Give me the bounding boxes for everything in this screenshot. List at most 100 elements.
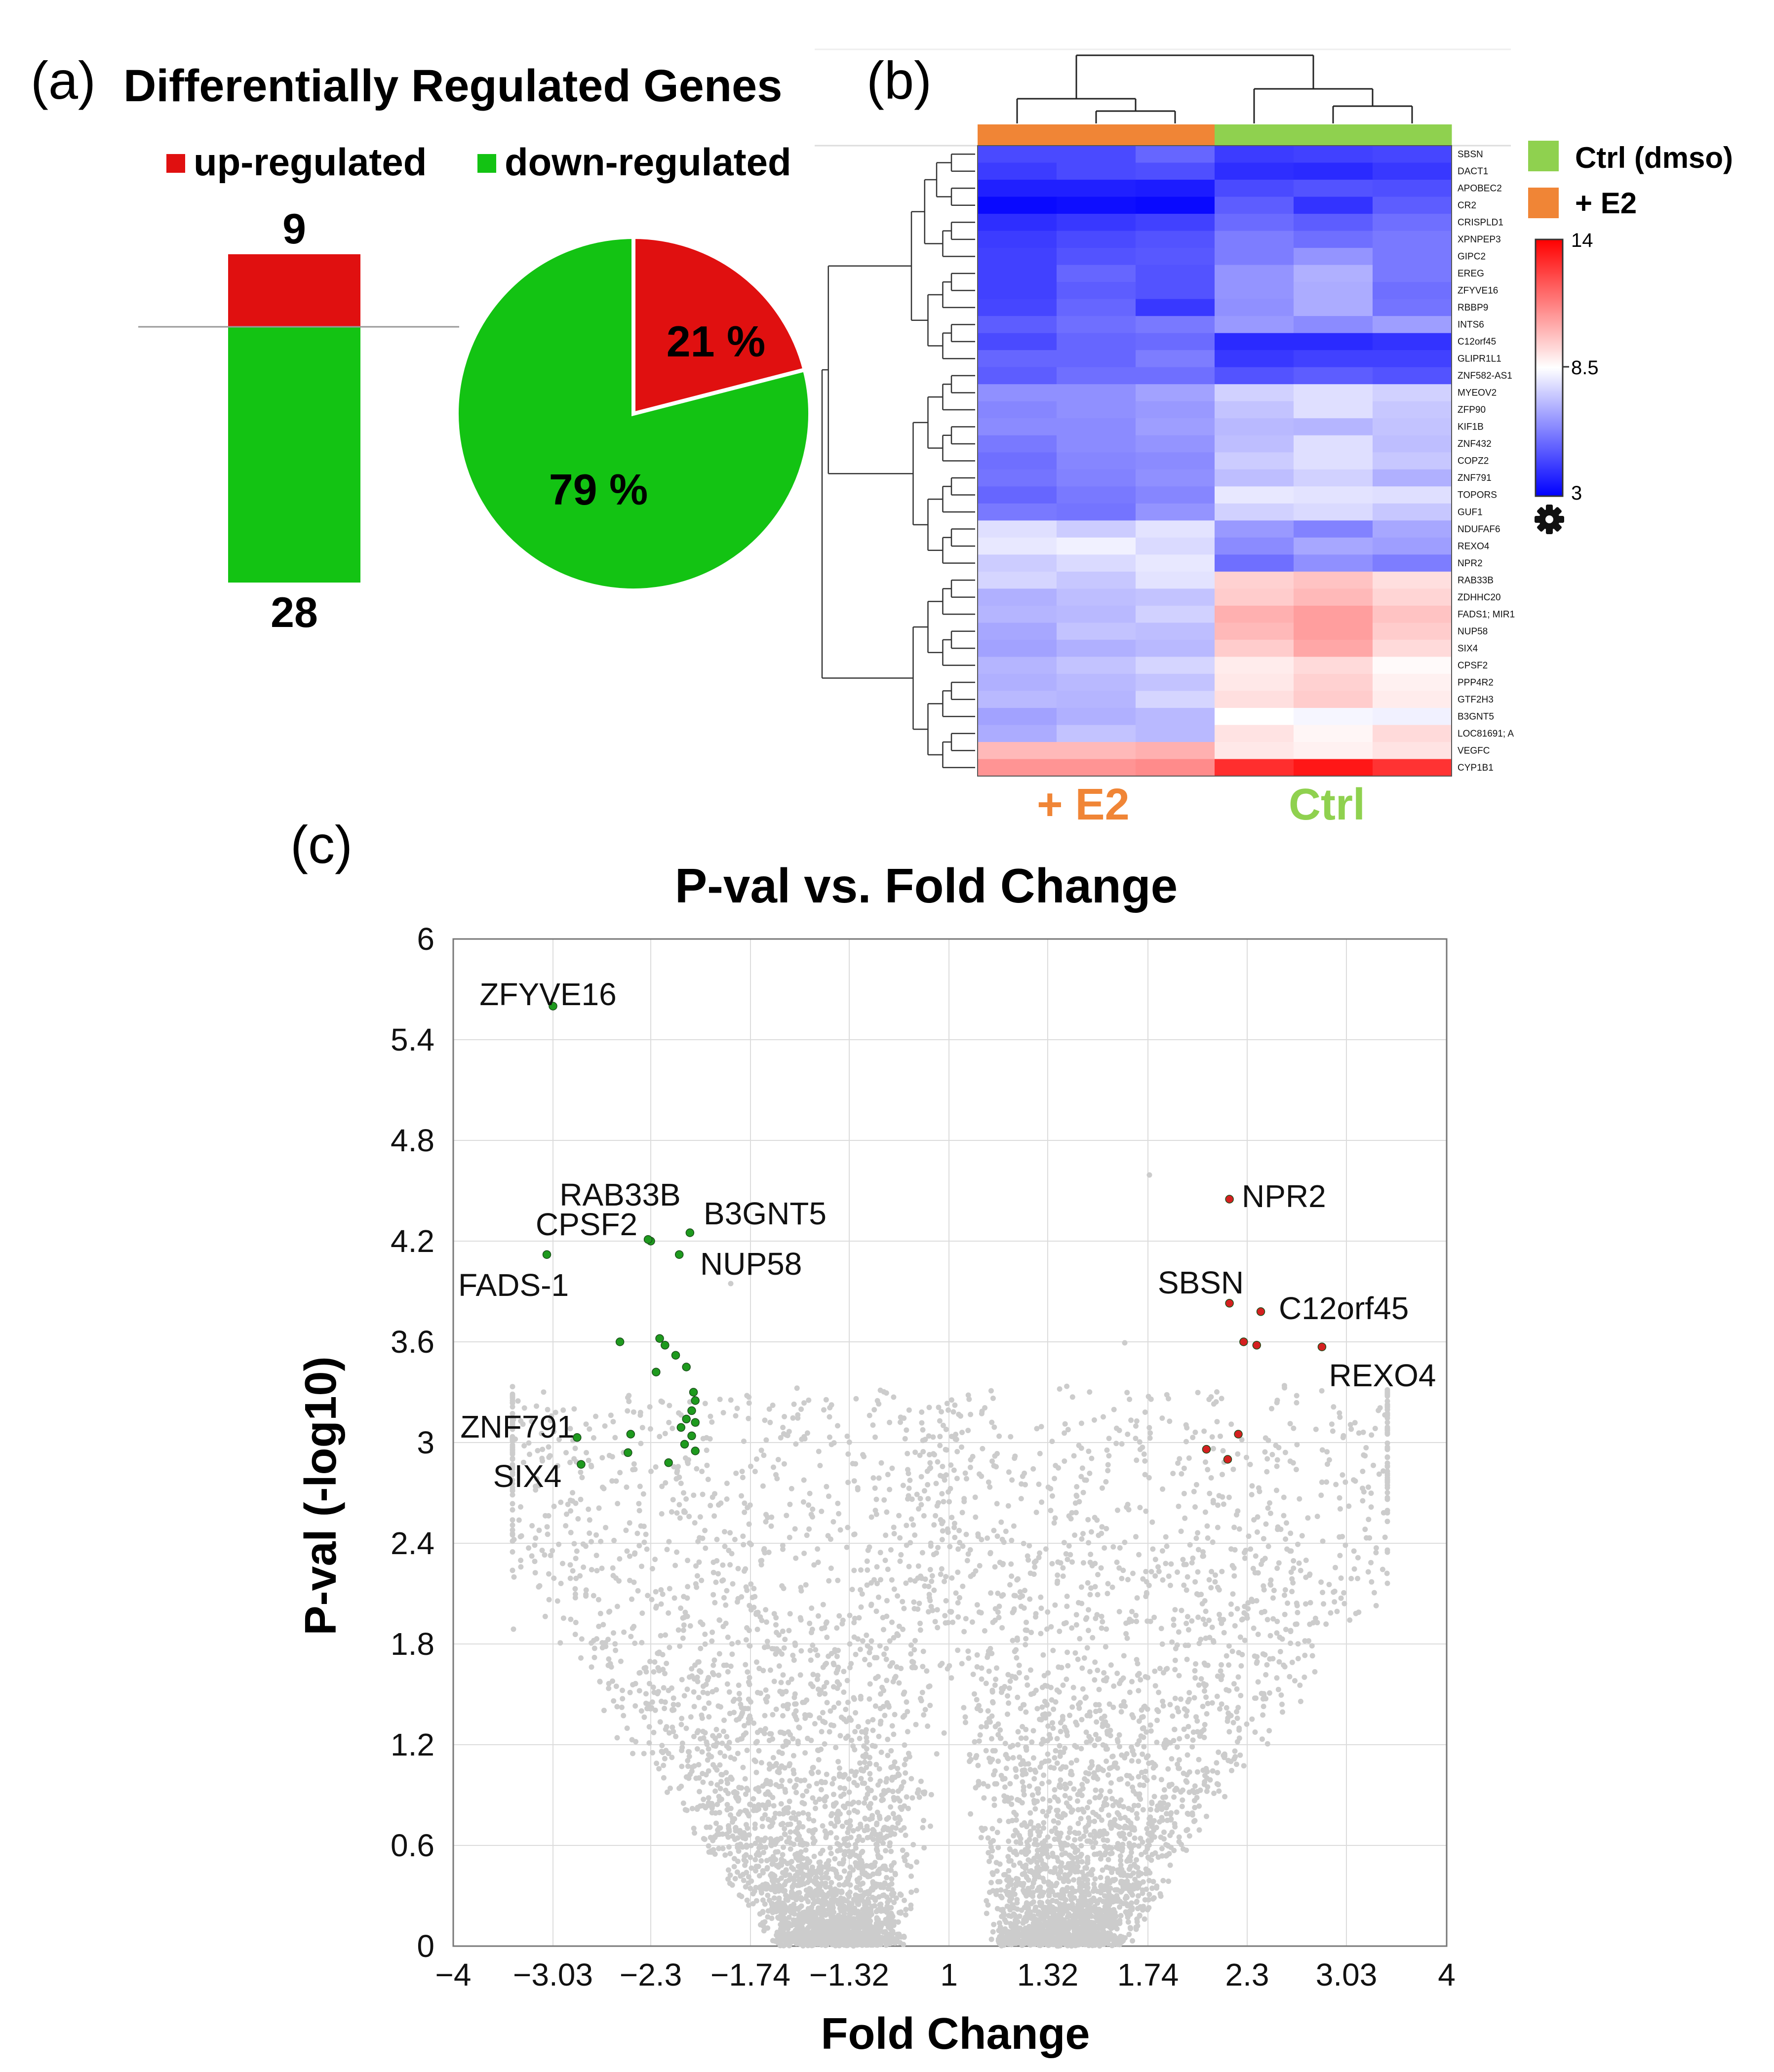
heatmap-cell (1215, 486, 1294, 504)
heatmap-cell (1294, 742, 1373, 759)
scatter-point-bg (1104, 1728, 1110, 1734)
scatter-point-bg (1189, 1560, 1195, 1565)
scatter-point-bg (887, 1832, 893, 1838)
scatter-point-bg (1008, 1434, 1014, 1440)
scatter-point-bg (786, 1628, 792, 1634)
scatter-point-bg (518, 1504, 523, 1510)
scatter-point-bg (1205, 1784, 1211, 1790)
scatter-point-bg (657, 1719, 663, 1725)
heatmap-cell (1057, 316, 1136, 334)
heatmap-cell (1057, 691, 1136, 708)
scatter-point-bg (1136, 1843, 1142, 1849)
scatter-point-bg (851, 1567, 857, 1573)
scatter-point-bg (975, 1533, 981, 1539)
scatter-point-bg (1067, 1780, 1073, 1786)
scatter-point-bg (1219, 1396, 1224, 1402)
scatter-point-bg (1039, 1781, 1045, 1787)
scatter-point-bg (515, 1398, 521, 1404)
scatter-point-bg (1228, 1421, 1234, 1427)
scatter-point-bg (968, 1573, 974, 1579)
scatter-point-bg (675, 1464, 681, 1470)
scatter-point-bg (647, 1659, 653, 1664)
scatter-point-bg (1163, 1534, 1169, 1540)
scatter-point-bg (1046, 1711, 1052, 1717)
scatter-point-bg (1302, 1638, 1308, 1644)
heatmap-row-label: C12orf45 (1458, 337, 1496, 347)
scatter-point-bg (667, 1644, 672, 1650)
scatter-point-bg (809, 1627, 815, 1632)
scatter-point-bg (641, 1751, 647, 1757)
heatmap-cell (1057, 384, 1136, 402)
scatter-point-bg (1362, 1526, 1368, 1532)
scatter-point-bg (870, 1717, 876, 1722)
scatter-point-bg (1009, 1573, 1015, 1579)
scatter-point-bg (985, 1708, 991, 1714)
heatmap-cell (978, 214, 1057, 232)
scatter-point-bg (837, 1785, 843, 1791)
scatter-point-bg (1192, 1804, 1198, 1810)
scatter-point-bg (1384, 1580, 1390, 1586)
scatter-point-bg (1104, 1675, 1109, 1681)
heatmap-cell (978, 146, 1057, 163)
scatter-point-bg (876, 1733, 882, 1739)
scatter-point-bg (763, 1802, 769, 1808)
scatter-point-bg (815, 1892, 821, 1898)
scatter-point-bg (1006, 1700, 1012, 1706)
scatter-point-bg (1235, 1705, 1241, 1711)
scatter-point-bg (1118, 1913, 1124, 1918)
scatter-point-bg (1139, 1852, 1144, 1857)
scatter-point-bg (560, 1407, 566, 1413)
scatter-point-bg (1186, 1690, 1192, 1696)
scatter-point-bg (637, 1670, 643, 1676)
heatmap-cell (1215, 469, 1294, 487)
scatter-point-bg (853, 1769, 859, 1775)
scatter-point-bg (1146, 1891, 1152, 1897)
scatter-point-bg (1093, 1732, 1099, 1737)
scatter-point-bg (651, 1729, 657, 1735)
scatter-point-bg (1038, 1631, 1044, 1637)
scatter-point-bg (745, 1706, 751, 1712)
heatmap-cell (1215, 248, 1294, 266)
scatter-point-bg (1092, 1584, 1098, 1590)
heatmap-cell (1294, 196, 1373, 214)
scatter-point-bg (1380, 1566, 1385, 1572)
scatter-point-bg (971, 1691, 977, 1697)
scatter-point-bg (532, 1570, 538, 1576)
scatter-point-bg (1232, 1748, 1238, 1754)
scatter-point-bg (1234, 1709, 1240, 1715)
scatter-point-bg (718, 1704, 723, 1710)
scatter-point-bg (567, 1562, 573, 1568)
scatter-point-bg (760, 1668, 766, 1674)
heatmap-cell (978, 350, 1057, 368)
scatter-point-bg (808, 1681, 814, 1687)
scatter-point-bg (1010, 1755, 1016, 1760)
scatter-point-bg (782, 1831, 788, 1837)
scatter-point-bg (891, 1900, 897, 1905)
scatter-point-bg (740, 1533, 746, 1539)
gear-icon[interactable] (1535, 505, 1564, 534)
scatter-point-bg (941, 1730, 947, 1736)
bar-segment-up (228, 254, 360, 327)
scatter-point-bg (1101, 1670, 1107, 1676)
heatmap-cell (1373, 418, 1452, 436)
scatter-point-bg (510, 1384, 515, 1390)
scatter-point-bg (1045, 1485, 1051, 1490)
heatmap-cell (1215, 605, 1294, 623)
scatter-point-bg (951, 1521, 957, 1526)
scatter-point-bg (1116, 1609, 1122, 1614)
scatter-point-bg (997, 1727, 1003, 1733)
heatmap-cell (1373, 725, 1452, 743)
scatter-point-bg (1214, 1419, 1220, 1425)
scatter-point-bg (1132, 1827, 1138, 1833)
scatter-point-bg (1215, 1525, 1221, 1530)
scatter-point-bg (694, 1584, 700, 1590)
scatter-point-bg (542, 1552, 548, 1558)
scatter-point-bg (1146, 1425, 1152, 1431)
scatter-point-bg (810, 1672, 816, 1678)
heatmap-cell (1294, 265, 1373, 282)
scatter-point-bg (1007, 1582, 1013, 1588)
scatter-point-bg (954, 1448, 960, 1454)
scatter-point-bg (859, 1850, 865, 1855)
scatter-point-bg (1199, 1601, 1205, 1606)
scatter-point-bg (1032, 1767, 1038, 1773)
